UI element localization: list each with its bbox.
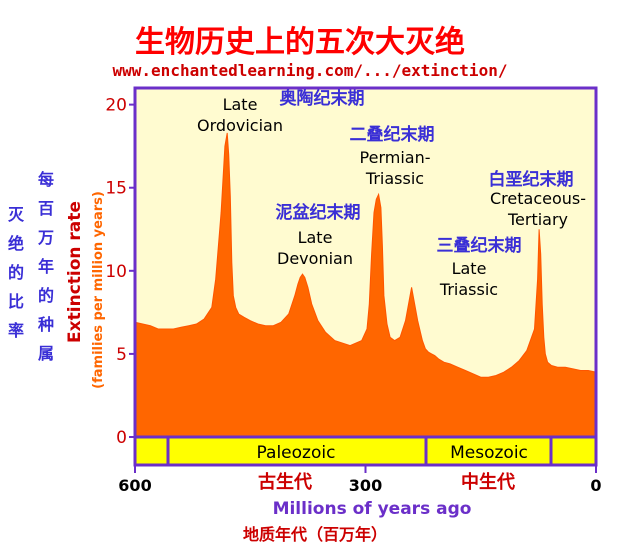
y-axis-label: Extinction rate — [65, 201, 85, 343]
y-axis-label-cn-char: 的 — [8, 263, 24, 282]
x-tick-label: 300 — [349, 476, 382, 495]
chart-title: 生物历史上的五次大灭绝 — [135, 25, 465, 60]
event-label: Permian- — [360, 148, 431, 167]
y-axis-label-cn-char: 百 — [38, 199, 54, 218]
y-tick-label: 15 — [105, 179, 127, 199]
y-axis-label-cn-char: 比 — [8, 292, 24, 311]
event-label: Tertiary — [507, 210, 568, 229]
event-label-cn: 泥盆纪末期 — [276, 202, 361, 223]
event-label: Triassic — [365, 169, 424, 188]
axis-ticks: 0 5 10 15 20 600 300 0 — [105, 96, 601, 495]
event-label: Devonian — [277, 249, 353, 268]
era-cn-paleozoic: 古生代 — [258, 471, 312, 493]
era-label-mesozoic: Mesozoic — [450, 443, 528, 463]
event-label: Cretaceous- — [490, 189, 586, 208]
y-tick-label: 0 — [116, 428, 127, 448]
y-axis-label-cn-char: 率 — [8, 321, 24, 340]
x-tick-label: 0 — [590, 476, 601, 495]
event-label: Triassic — [439, 280, 498, 299]
event-label-cn: 白垩纪末期 — [489, 169, 574, 190]
y-axis-label-sub: (families per million years) — [91, 191, 106, 389]
event-label: Late — [452, 259, 487, 278]
event-label-cn: 二叠纪末期 — [350, 124, 435, 145]
era-cn-mesozoic: 中生代 — [461, 471, 515, 493]
event-label: Ordovician — [197, 116, 283, 135]
event-label-cn: 奥陶纪末期 — [280, 88, 365, 109]
y-axis-label-cn-char: 属 — [38, 344, 54, 363]
y-tick-label: 10 — [105, 262, 127, 282]
x-axis-label: Millions of years ago — [273, 499, 472, 519]
extinction-rate-area — [134, 132, 597, 438]
y-tick-label: 20 — [105, 96, 127, 116]
y-axis-label-cn-char: 种 — [37, 315, 54, 334]
y-axis-label-cn-char: 绝 — [8, 234, 24, 253]
event-label: Late — [223, 95, 258, 114]
x-tick-label: 600 — [118, 476, 151, 495]
y-axis-label-cn-char: 的 — [38, 286, 54, 305]
era-label-paleozoic: Paleozoic — [257, 443, 336, 463]
event-label-cn: 三叠纪末期 — [437, 235, 522, 256]
y-axis-label-cn-char: 灭 — [7, 205, 25, 224]
y-axis-label-cn-char: 年 — [38, 257, 54, 276]
y-tick-label: 5 — [116, 345, 127, 365]
x-axis-label-cn: 地质年代（百万年） — [243, 525, 387, 544]
event-annotations: Late Ordovician 奥陶纪末期 Late Devonian 泥盆纪末期 Perm… — [197, 88, 586, 299]
era-band: Paleozoic Mesozoic — [133, 435, 598, 467]
source-url: www.enchantedlearning.com/.../extinction… — [113, 61, 508, 80]
event-label: Late — [298, 228, 333, 247]
y-axis-label-cn-char: 万 — [37, 228, 54, 247]
y-axis-label-cn-char: 每 — [38, 170, 54, 189]
